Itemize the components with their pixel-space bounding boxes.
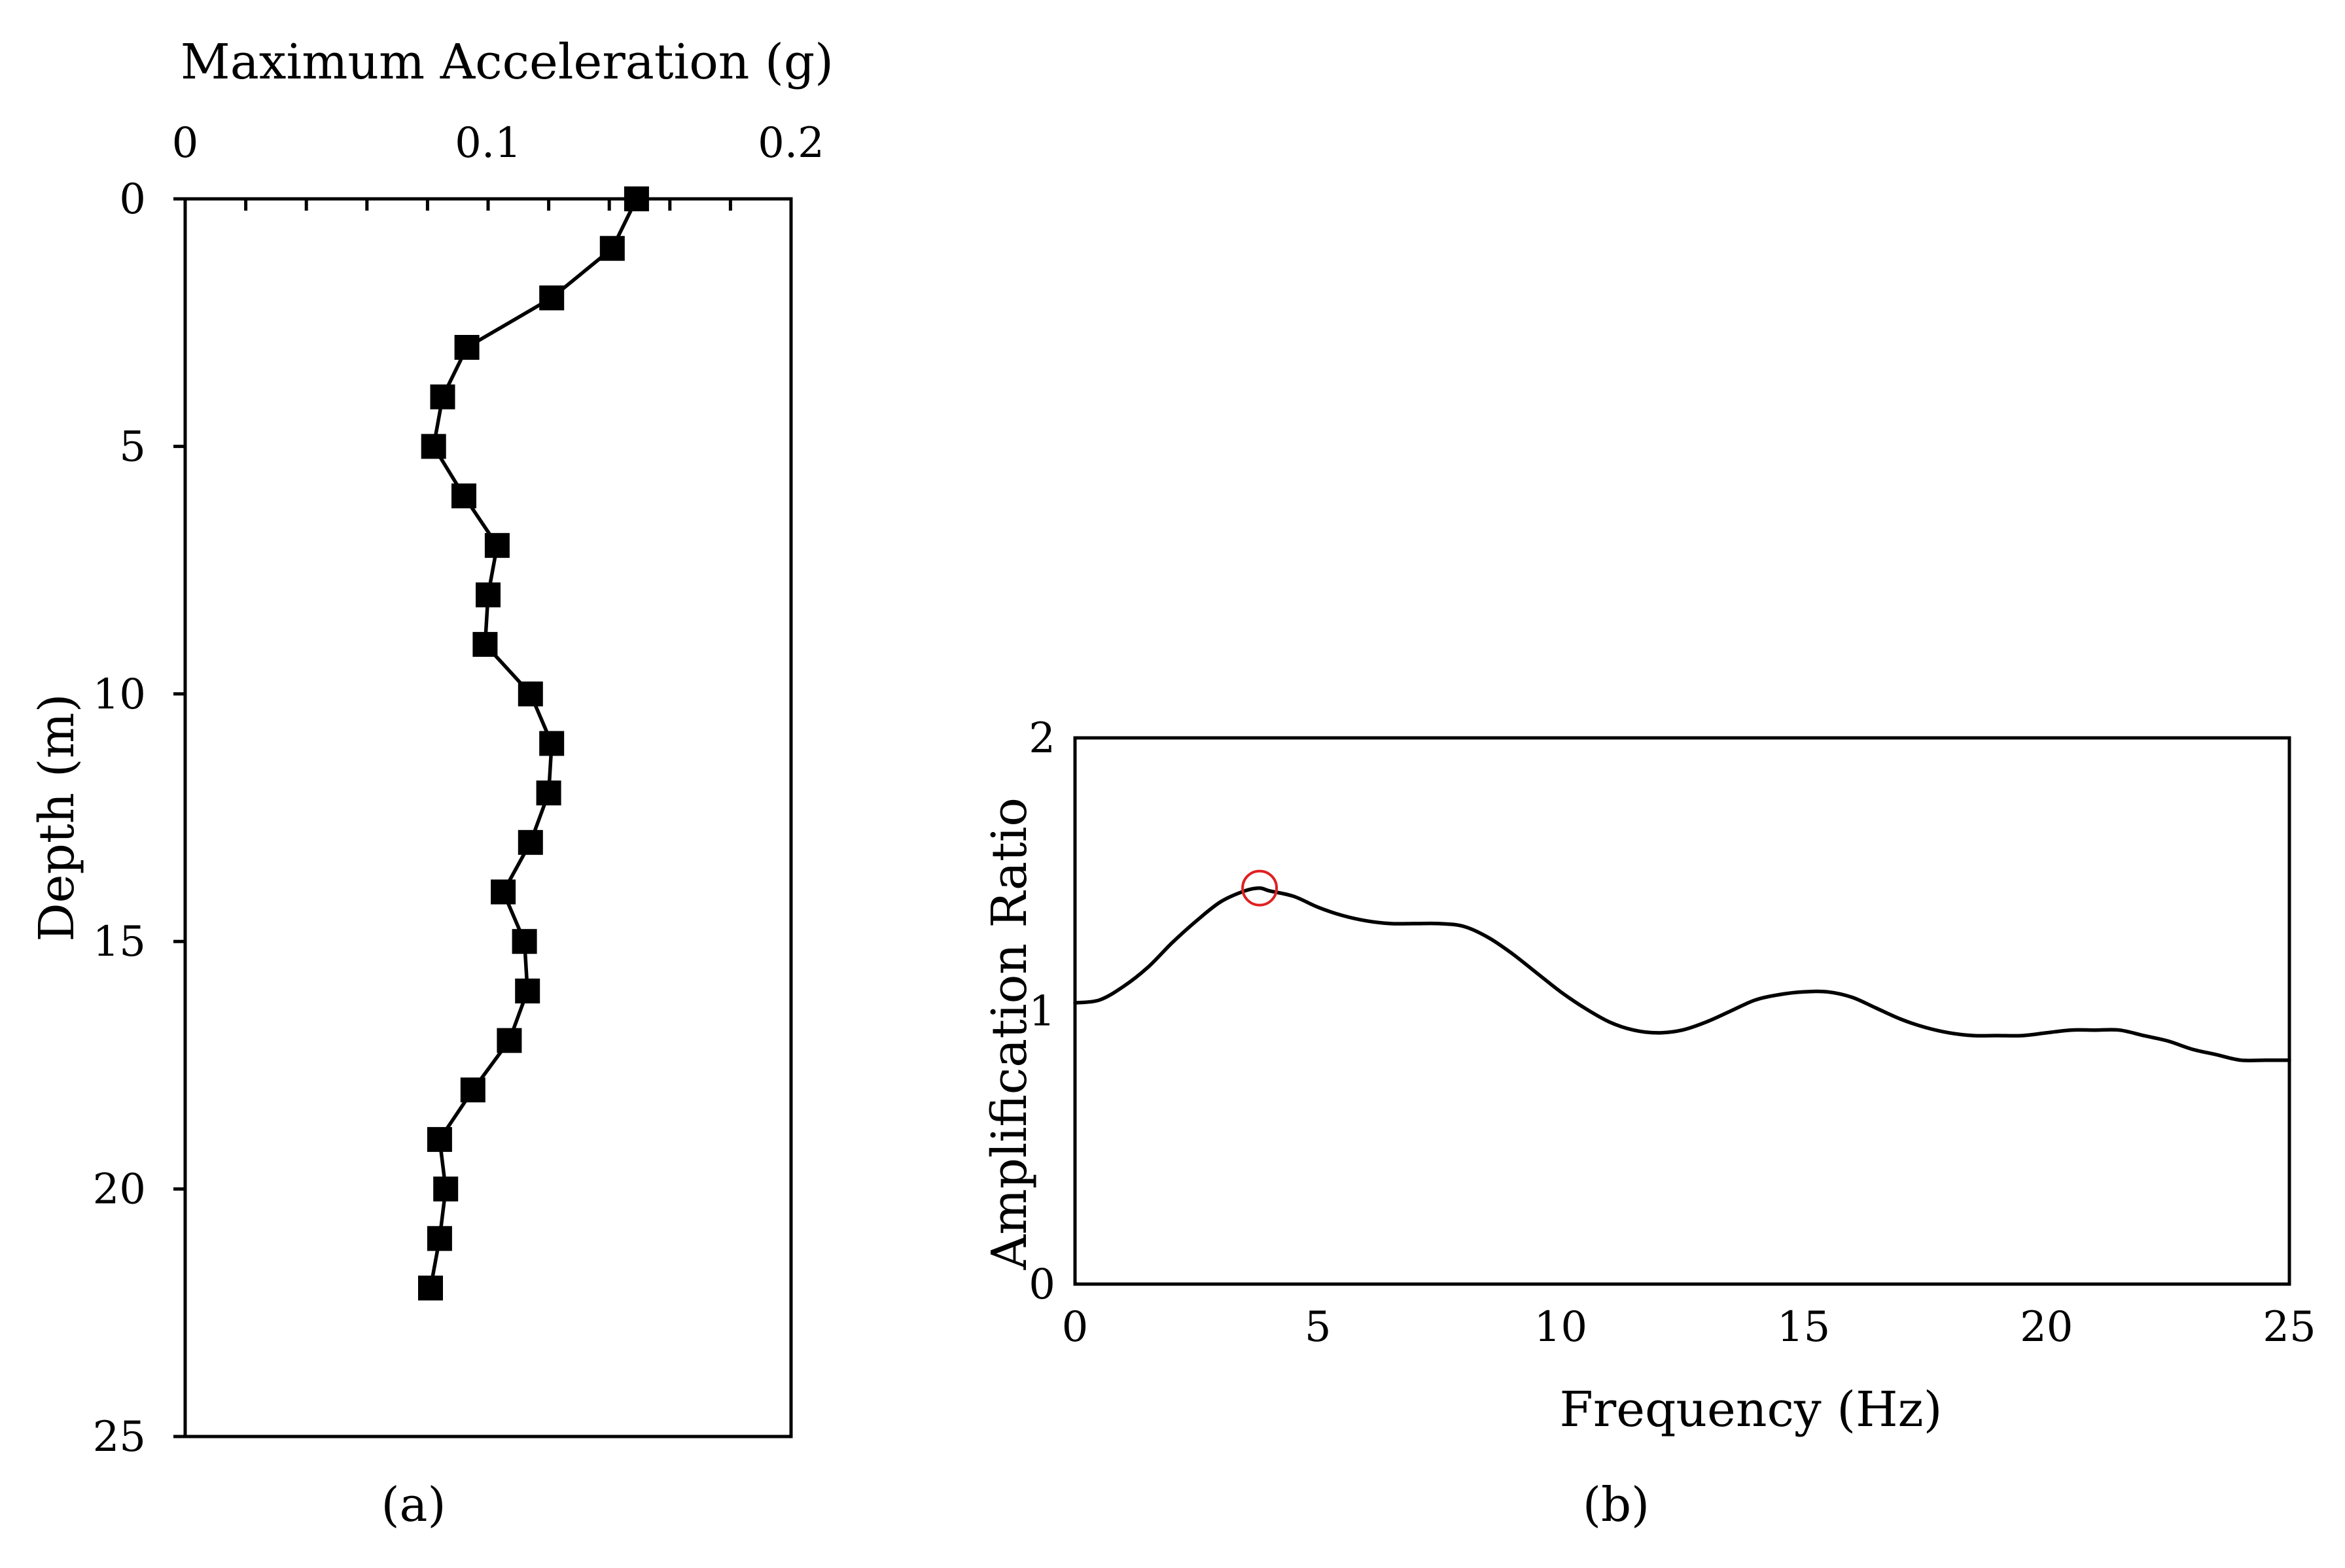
panel-a-data-point [539,285,565,311]
panel-b-x-tick-label: 25 [2263,1303,2316,1351]
panel-b-x-tick-label: 20 [2020,1303,2073,1351]
panel-b-y-tick-label: 1 [1029,988,1055,1036]
panel-a-data-point [518,681,543,706]
panel-a-data-point [536,780,561,806]
panel-a-data-point [430,384,455,409]
panel-a-data-point [515,978,540,1003]
panel-b-y-tick-labels: 0 1 2 [1029,714,1055,1309]
panel-a-data-point [460,1077,485,1103]
panel-a-data-point [497,1028,522,1053]
panel-b-y-tick-label: 0 [1029,1261,1055,1309]
panel-a-x-tick-label: 0 [172,119,199,167]
panel-a-y-ticks [173,197,185,1438]
panel-b-series-line [1073,886,2291,1063]
panel-a-data-point [599,235,625,261]
panel-a-depth-profile: 0 0.1 0.2 0 5 10 15 20 25 Maximum Acceleration … [29,34,834,1532]
panel-a-data-point [427,1126,452,1152]
panel-b-amplification: 0 5 10 15 20 25 0 1 2 Frequency (Hz) Amplificat… [981,714,2316,1532]
panel-a-data-point [472,632,498,657]
panel-b-y-tick-label: 2 [1029,714,1055,763]
panel-a-y-axis-title: Depth (m) [29,693,85,941]
panel-b-peak-marker [1241,869,1278,907]
panel-a-data-point [451,483,476,509]
panel-a-y-tick-label: 25 [93,1413,146,1461]
panel-a-data-point [454,335,480,360]
panel-a-data-point [518,829,543,855]
panel-b-x-axis-title: Frequency (Hz) [1559,1382,1942,1438]
panel-a-y-tick-label: 5 [119,423,146,471]
panel-a-y-tick-label: 15 [93,918,146,966]
panel-b-x-tick-label: 10 [1534,1303,1587,1351]
panel-a-x-axis-title: Maximum Acceleration (g) [181,34,834,90]
panel-a-markers [418,186,649,1300]
panel-b-y-axis-title: Amplification Ratio [981,797,1038,1270]
panel-a-caption: (a) [381,1477,446,1532]
panel-a-data-point [427,1226,452,1251]
panel-a-y-tick-label: 10 [93,671,146,719]
panel-a-y-tick-label: 20 [93,1166,146,1214]
panel-a-data-point [418,1276,443,1300]
panel-a-data-point [484,532,510,558]
panel-a-series-line [429,197,639,1290]
panel-a-data-point [491,879,516,905]
panel-b-plot-frame [1073,736,2291,1286]
panel-b-x-tick-label: 0 [1062,1303,1089,1351]
panel-a-data-point [539,731,565,756]
panel-b-x-tick-label: 15 [1777,1303,1830,1351]
panel-b-caption: (b) [1583,1477,1649,1532]
panel-a-x-tick-label: 0.2 [758,119,824,167]
panel-a-y-tick-label: 0 [119,175,146,224]
panel-a-x-tick-labels: 0 0.1 0.2 [172,119,824,167]
panel-a-plot-frame [183,197,793,1438]
panel-a-data-point [433,1176,459,1202]
panel-b-x-tick-labels: 0 5 10 15 20 25 [1062,1303,2316,1351]
panel-a-data-point [624,186,649,211]
panel-a-data-point [476,582,501,608]
panel-a-data-point [512,929,537,954]
panel-a-x-tick-label: 0.1 [455,119,521,167]
panel-a-x-ticks [183,199,793,211]
panel-a-data-point [421,434,446,459]
panel-a-y-tick-labels: 0 5 10 15 20 25 [93,175,146,1461]
panel-b-x-tick-label: 5 [1305,1303,1331,1351]
